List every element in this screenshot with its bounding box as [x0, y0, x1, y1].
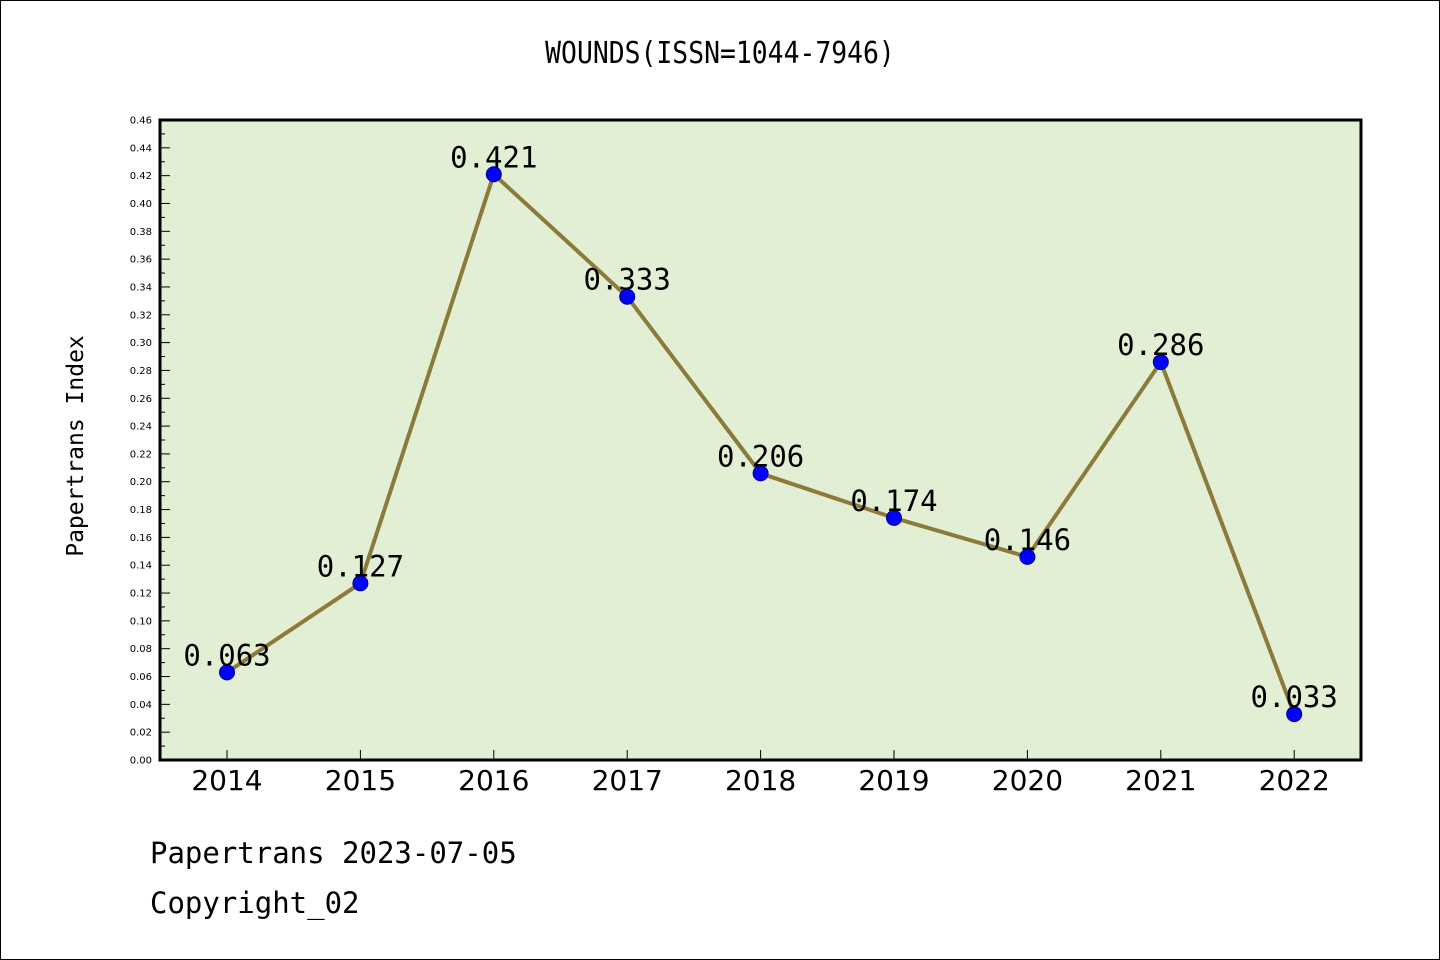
data-point [1019, 548, 1036, 565]
y-tick-label: 0.04 [130, 700, 152, 711]
y-tick-label: 0.32 [130, 310, 152, 321]
x-tick-label: 2020 [992, 764, 1063, 797]
y-tick-label: 0.26 [130, 394, 152, 405]
data-label: 0.146 [984, 523, 1071, 557]
y-tick-label: 0.28 [130, 366, 152, 377]
data-label: 0.033 [1251, 680, 1338, 714]
data-point [886, 509, 902, 526]
y-tick-label: 0.40 [130, 199, 152, 210]
x-tick-label: 2014 [191, 764, 262, 797]
data-label: 0.063 [183, 638, 270, 672]
y-tick-label: 0.30 [130, 338, 152, 349]
x-tick-label: 2016 [458, 764, 529, 797]
y-tick-label: 0.08 [130, 644, 152, 655]
x-tick-label: 2018 [725, 764, 796, 797]
plot-border [158, 118, 1363, 762]
plot-area [160, 120, 1361, 760]
y-axis: 0.00 0.02 0.04 0.06 0.08 0.10 0.12 0.14 0.16 0.18… [130, 116, 170, 767]
y-tick-label: 0.22 [130, 449, 152, 460]
y-tick-label: 0.38 [130, 227, 152, 238]
y-tick-label: 0.46 [130, 116, 152, 127]
data-point [619, 288, 636, 305]
y-tick-label: 0.36 [130, 255, 152, 266]
data-label: 0.206 [717, 439, 804, 473]
y-tick-label: 0.14 [130, 561, 152, 572]
y-tick-label: 0.44 [130, 143, 152, 154]
data-label: 0.174 [850, 484, 937, 518]
data-label: 0.127 [317, 549, 404, 583]
y-tick-label: 0.18 [130, 505, 152, 516]
data-point [752, 465, 769, 482]
data-point [1152, 354, 1169, 371]
data-point [485, 166, 502, 183]
x-tick-label: 2021 [1125, 764, 1196, 797]
data-label: 0.421 [450, 140, 537, 174]
y-tick-label: 0.00 [130, 756, 152, 767]
y-tick-label: 0.24 [130, 422, 152, 433]
x-tick-label: 2019 [858, 764, 929, 797]
data-point [219, 664, 235, 681]
footer-copyright: Copyright_02 [150, 886, 360, 920]
data-labels: 0.063 0.127 0.421 0.333 0.206 0.174 0.146 0.286… [183, 140, 1338, 714]
data-label: 0.286 [1117, 328, 1204, 362]
y-tick-label: 0.02 [130, 728, 152, 739]
y-tick-label: 0.34 [130, 282, 152, 293]
x-tick-label: 2017 [592, 764, 663, 797]
data-point [1286, 706, 1303, 723]
chart-title: WOUNDS(ISSN=1044-7946) [545, 36, 895, 71]
y-tick-label: 0.16 [130, 533, 152, 544]
y-tick-label: 0.42 [130, 171, 152, 182]
y-tick-label: 0.06 [130, 672, 152, 683]
y-tick-label: 0.12 [130, 589, 152, 600]
x-tick-label: 2015 [325, 764, 396, 797]
data-label: 0.333 [584, 263, 671, 297]
x-axis: 2014 2015 2016 2017 2018 2019 2020 2021 2022 [191, 750, 1330, 797]
x-tick-label: 2022 [1259, 764, 1330, 797]
y-tick-label: 0.10 [130, 616, 152, 627]
data-point [352, 575, 369, 592]
data-markers [219, 166, 1303, 723]
footer-date: Papertrans 2023-07-05 [150, 836, 517, 870]
y-tick-label: 0.20 [130, 477, 152, 488]
